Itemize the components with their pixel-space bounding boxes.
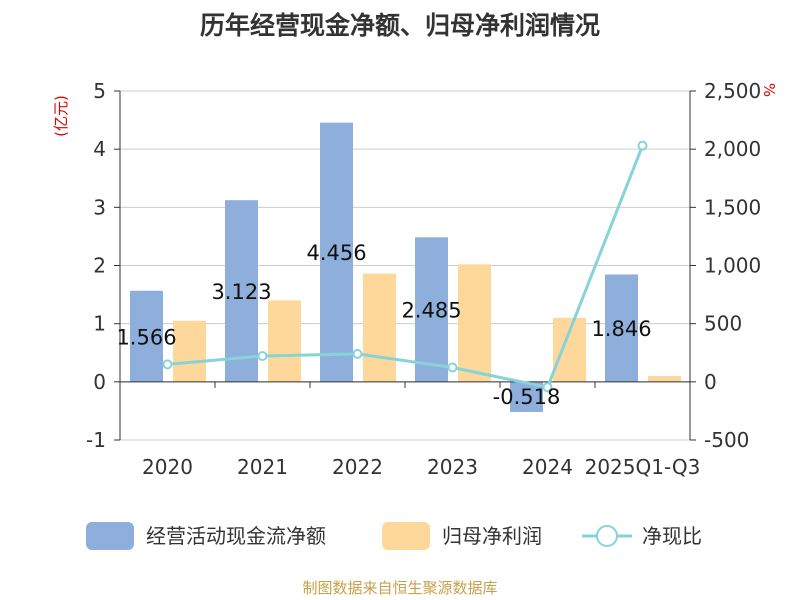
left-tick-label: 4 [93, 137, 106, 161]
netprofit-bar [363, 273, 396, 382]
right-tick-label: 1,000 [704, 254, 761, 278]
ratio-line-path [167, 145, 644, 390]
netprofit-bar [648, 376, 681, 382]
ratio-line [162, 140, 648, 393]
ratio-point [447, 362, 458, 373]
cashflow-data-label: 4.456 [306, 241, 366, 265]
axes: -1 0 1 2 3 4 5 -500 0 500 1,000 1,500 2,000 2,500 2020… [86, 79, 761, 479]
right-tick-label: 1,500 [704, 195, 761, 219]
netprofit-bar [458, 264, 491, 382]
cashflow-data-label: 1.846 [591, 317, 651, 341]
right-tick-label: 2,000 [704, 137, 761, 161]
legend-label-netprofit: 归母净利润 [442, 524, 542, 548]
cashflow-bar [130, 290, 163, 382]
left-tick-label: 3 [93, 195, 106, 219]
left-tick-label: 2 [93, 254, 106, 278]
netprofit-bar [173, 320, 206, 382]
cashflow-data-label: -0.518 [493, 385, 561, 409]
ratio-point [542, 382, 553, 393]
category-label: 2021 [237, 455, 288, 479]
left-tick-label: 5 [93, 79, 106, 103]
cashflow-bar [605, 274, 638, 382]
right-tick-label: -500 [704, 428, 749, 452]
cashflow-bar [320, 122, 353, 382]
legend-swatch-cashflow [86, 522, 134, 550]
cashflow-data-label: 1.566 [116, 325, 176, 349]
left-tick-label: 0 [93, 370, 106, 394]
cashflow-bar [225, 200, 258, 382]
data-labels: 1.566 3.123 4.456 2.485 -0.518 1.846 [116, 241, 651, 409]
category-label: 2022 [332, 455, 383, 479]
legend-swatch-netprofit [382, 522, 430, 550]
ratio-point [637, 140, 648, 151]
cashflow-bar [510, 381, 543, 412]
category-label: 2023 [427, 455, 478, 479]
left-tick-label: 1 [93, 312, 106, 336]
cashflow-bar [415, 237, 448, 382]
right-axis-unit: % [760, 83, 778, 97]
right-tick-label: 0 [704, 370, 717, 394]
cashflow-data-label: 2.485 [401, 299, 461, 323]
netprofit-bar [268, 300, 301, 382]
legend-marker-ratio [596, 525, 618, 547]
cashflow-data-label: 3.123 [211, 280, 271, 304]
category-label: 2025Q1-Q3 [585, 455, 701, 479]
right-tick-label: 2,500 [704, 79, 761, 103]
left-tick-label: -1 [86, 428, 106, 452]
legend: 经营活动现金流净额 归母净利润 净现比 [86, 522, 702, 550]
category-label: 2020 [142, 455, 193, 479]
ratio-point [162, 359, 173, 370]
chart-title: 历年经营现金净额、归母净利润情况 [200, 11, 600, 40]
legend-label-ratio: 净现比 [642, 524, 702, 548]
ratio-point [352, 348, 363, 359]
legend-label-cashflow: 经营活动现金流净额 [146, 524, 326, 548]
right-tick-label: 500 [704, 312, 742, 336]
source-note: 制图数据来自恒生聚源数据库 [302, 579, 497, 597]
bars [130, 122, 681, 412]
left-axis-unit: (亿元) [52, 95, 70, 137]
ratio-point [257, 351, 268, 362]
category-label: 2024 [522, 455, 573, 479]
